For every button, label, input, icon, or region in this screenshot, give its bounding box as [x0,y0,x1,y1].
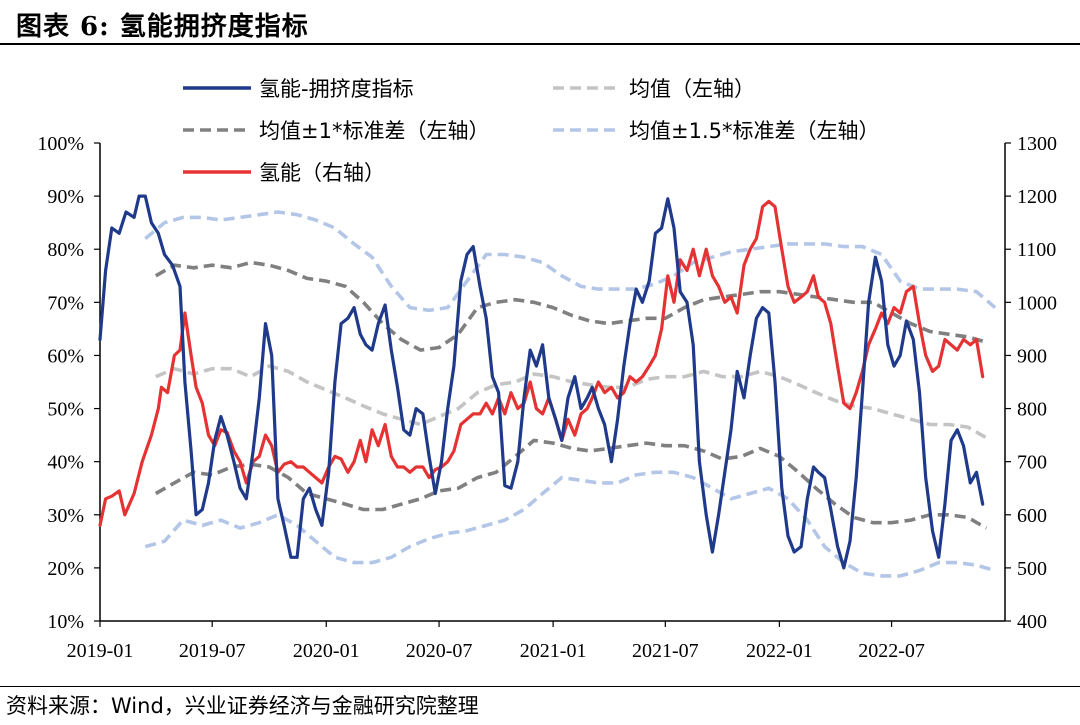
y-right-tick-label: 400 [1017,611,1047,633]
y-left-tick-label: 40% [47,452,84,474]
x-tick-label: 2020-07 [406,640,473,662]
x-tick-label: 2019-07 [179,640,246,662]
y-left-tick-label: 80% [47,239,84,261]
legend-label: 均值±1.5*标准差（左轴） [629,119,880,143]
x-tick-label: 2021-07 [632,640,699,662]
y-right-tick-label: 700 [1017,452,1047,474]
legend-entry: 氢能-拥挤度指标 [183,77,414,101]
x-tick-label: 2021-01 [520,640,587,662]
series-line [98,199,985,527]
y-right-tick-label: 500 [1017,558,1047,580]
y-left-tick-label: 30% [47,505,84,527]
legend-label: 均值（左轴） [629,77,755,101]
y-right-tick-label: 1100 [1017,239,1056,261]
legend: 氢能-拥挤度指标 均值（左轴） 均值±1*标准差（左轴） 均值±1.5*标准差（左轴）… [183,77,880,185]
y-left-tick-label: 50% [47,399,84,421]
y-left-tick-label: 10% [47,611,84,633]
series-layer [98,194,997,578]
footer-divider [0,686,1080,687]
x-tick-label: 2020-01 [293,640,360,662]
title-underline [0,43,1080,45]
series-line [144,210,997,313]
page-title: 图表 6: 氢能拥挤度指标 [16,12,309,42]
y-left-tick-label: 20% [47,558,84,580]
legend-label: 均值±1*标准差（左轴） [259,119,489,143]
y-right-tick-label: 900 [1017,345,1047,367]
x-tick-label: 2019-01 [67,640,134,662]
y-left-tick-label: 70% [47,292,84,314]
y-left-tick-label: 60% [47,345,84,367]
series-line [144,470,996,578]
legend-entry: 均值（左轴） [553,77,755,101]
legend-entry: 氢能（右轴） [183,161,385,185]
series-line [154,438,988,530]
hydrogen-crowding-chart: 氢能-拥挤度指标 均值（左轴） 均值±1*标准差（左轴） 均值±1.5*标准差（左轴）… [37,77,1057,662]
y-right-tick-label: 1000 [1017,292,1057,314]
x-tick-label: 2022-01 [746,640,813,662]
y-right-tick-label: 600 [1017,505,1047,527]
legend-label: 氢能-拥挤度指标 [259,77,414,101]
y-right-tick-label: 1300 [1017,133,1057,155]
y-left-tick-label: 90% [47,186,84,208]
y-right-tick-label: 1200 [1017,186,1057,208]
legend-entry: 均值±1.5*标准差（左轴） [553,119,880,143]
legend-entry: 均值±1*标准差（左轴） [183,119,489,143]
series-line [154,260,987,352]
x-tick-label: 2022-07 [858,640,925,662]
y-left-tick-label: 100% [37,133,84,155]
legend-label: 氢能（右轴） [259,161,385,185]
source-note: 资料来源：Wind，兴业证券经济与金融研究院整理 [6,694,479,718]
series-line [98,194,985,570]
y-right-tick-label: 800 [1017,399,1047,421]
axes: 10% 20% 30% 40% 50% 60% 70% 80% 90% 100% 400 500 600… [37,133,1057,662]
